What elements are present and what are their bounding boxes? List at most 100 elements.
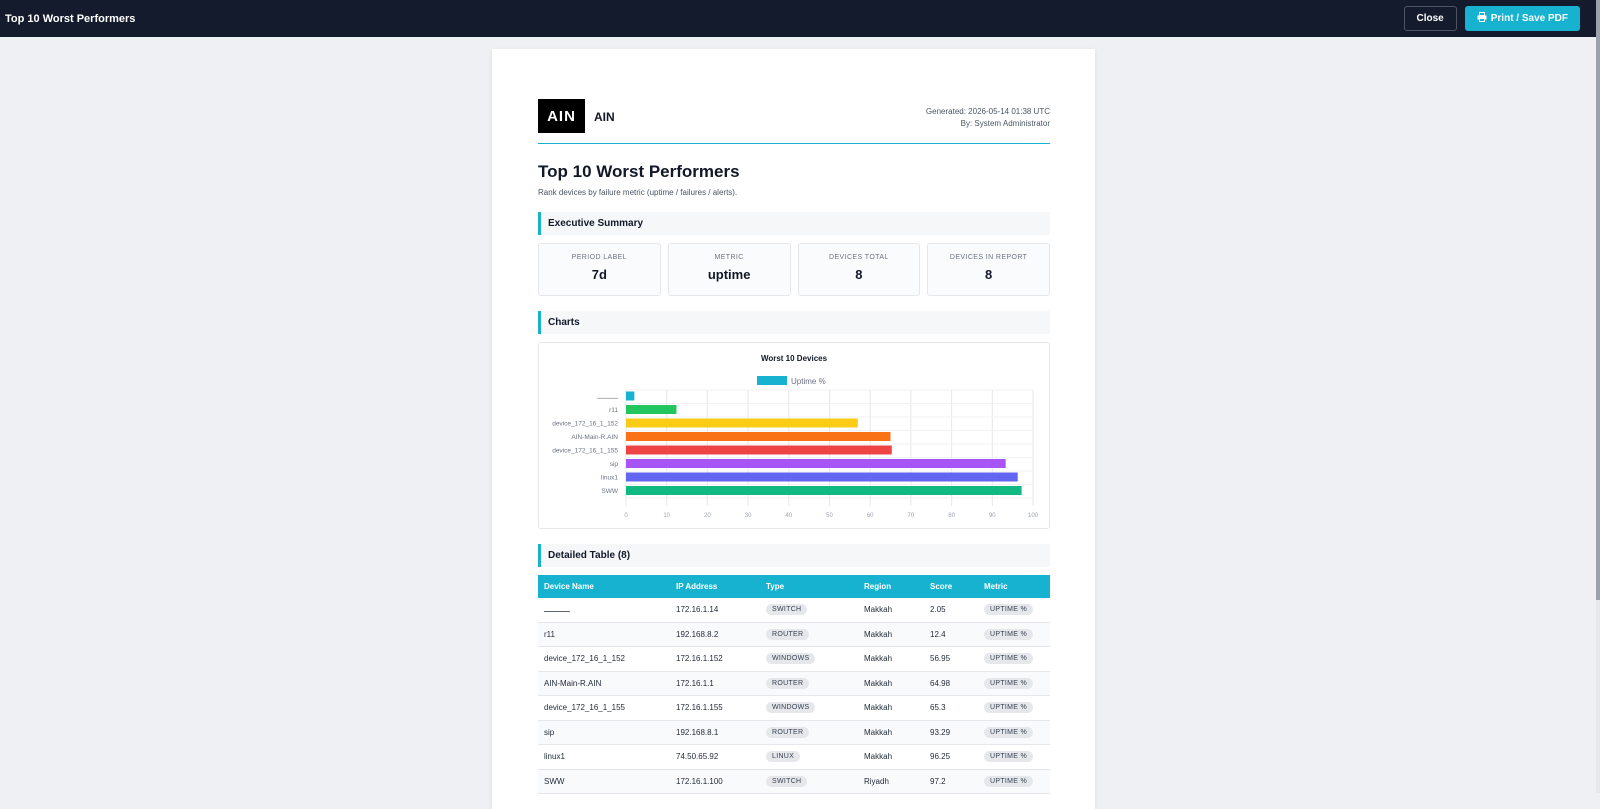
table-row: linux1 74.50.65.92 LINUX Makkah 96.25 UPTIME …	[538, 744, 1050, 770]
table-cell: Makkah	[858, 744, 924, 770]
kpi-label: PERIOD LABEL	[571, 254, 628, 261]
table-cell: SWITCH	[760, 598, 858, 623]
table-cell: Makkah	[858, 646, 924, 672]
scrollbar-thumb[interactable]	[1596, 0, 1600, 600]
report-page: AIN AIN Generated: 2026-05-14 01:38 UTC …	[492, 49, 1095, 809]
table-cell: sip	[538, 720, 670, 745]
table-cell: UPTIME %	[978, 646, 1050, 672]
bar	[626, 391, 635, 401]
x-tick-label: 30	[745, 513, 752, 519]
table-cell: UPTIME %	[978, 622, 1050, 647]
table-cell: ROUTER	[760, 671, 858, 696]
devices-table: Device Name IP Address Type Region Score Metr…	[538, 575, 1050, 794]
type-badge: SWITCH	[766, 775, 808, 787]
logo: AIN	[538, 99, 585, 133]
print-save-pdf-button[interactable]: Print / Save PDF	[1464, 6, 1580, 31]
kpi-card: DEVICES TOTAL 8	[797, 243, 921, 296]
table-cell: UPTIME %	[978, 720, 1050, 745]
table-cell: Makkah	[858, 720, 924, 745]
kpi-card: METRIC uptime	[667, 243, 791, 296]
kpi-card: DEVICES IN REPORT 8	[927, 243, 1050, 296]
y-tick-label: r11	[609, 407, 618, 414]
print-save-pdf-label: Print / Save PDF	[1490, 13, 1568, 24]
table-cell: ـــــــــــ	[538, 598, 670, 623]
x-tick-label: 70	[908, 513, 915, 519]
table-cell: Makkah	[858, 695, 924, 721]
table-cell: 172.16.1.1	[670, 671, 760, 696]
x-tick-label: 100	[1028, 513, 1039, 519]
table-cell: ROUTER	[760, 720, 858, 745]
table-cell: UPTIME %	[978, 744, 1050, 770]
type-badge: LINUX	[766, 751, 801, 763]
table-cell: Makkah	[858, 622, 924, 647]
report-title: Top 10 Worst Performers	[538, 162, 740, 181]
y-tick-label: device_172_16_1_152	[552, 421, 618, 428]
kpi-label: DEVICES IN REPORT	[949, 254, 1028, 261]
y-tick-label: SWW	[601, 488, 618, 495]
type-badge: WINDOWS	[766, 702, 816, 714]
table-cell: 172.16.1.100	[670, 769, 760, 794]
column-header: Region	[858, 575, 924, 598]
table-cell: UPTIME %	[978, 769, 1050, 794]
table-cell: ROUTER	[760, 622, 858, 647]
table-row: ـــــــــــ 172.16.1.14 SWITCH Makkah 2.05 UP…	[538, 598, 1050, 623]
table-cell: WINDOWS	[760, 695, 858, 721]
bar	[626, 459, 1006, 468]
table-row: AIN-Main-R.AIN 172.16.1.1 ROUTER Makkah 64.9…	[538, 671, 1050, 696]
window-title: Top 10 Worst Performers	[5, 12, 136, 25]
metric-badge: UPTIME %	[984, 702, 1034, 714]
table-cell: 192.168.8.1	[670, 720, 760, 745]
table-cell: 74.50.65.92	[670, 744, 760, 770]
kpi-value: 8	[985, 267, 993, 282]
table-cell: linux1	[538, 744, 670, 770]
table-cell: 97.2	[924, 769, 978, 794]
table-cell: UPTIME %	[978, 671, 1050, 696]
table-cell: 172.16.1.152	[670, 646, 760, 672]
top-bar: Top 10 Worst Performers Close Print / Sa…	[0, 0, 1596, 37]
table-cell: 2.05	[924, 598, 978, 623]
table-row: device_172_16_1_152 172.16.1.152 WINDOWS Ma…	[538, 646, 1050, 672]
kpi-card: PERIOD LABEL 7d	[538, 243, 661, 296]
x-tick-label: 60	[867, 513, 874, 519]
y-tick-label: linux1	[601, 475, 618, 482]
kpi-cards: PERIOD LABEL 7d METRIC uptime DEVICES TOTA…	[538, 243, 1050, 296]
legend-label: Uptime %	[791, 377, 826, 386]
close-button[interactable]: Close	[1403, 6, 1457, 31]
table-cell: SWITCH	[760, 769, 858, 794]
bar	[626, 432, 891, 441]
table-cell: 56.95	[924, 646, 978, 672]
section-detailed-table: Detailed Table (8)	[538, 544, 1050, 567]
metric-badge: UPTIME %	[984, 604, 1034, 616]
report-header: AIN AIN Generated: 2026-05-14 01:38 UTC …	[538, 99, 1050, 144]
table-cell: 172.16.1.155	[670, 695, 760, 721]
metric-badge: UPTIME %	[984, 775, 1034, 787]
table-cell: 64.98	[924, 671, 978, 696]
table-row: sip 192.168.8.1 ROUTER Makkah 93.29 UPTIME %	[538, 720, 1050, 745]
y-tick-label: ـــــــــــ	[596, 394, 619, 401]
y-tick-label: device_172_16_1_155	[552, 448, 618, 455]
chart-title: Worst 10 Devices	[761, 354, 828, 363]
x-tick-label: 40	[785, 513, 792, 519]
kpi-value: 7d	[591, 267, 607, 282]
kpi-label: DEVICES TOTAL	[829, 254, 889, 261]
y-tick-label: sip	[610, 461, 619, 468]
table-cell: UPTIME %	[978, 598, 1050, 623]
table-cell: 65.3	[924, 695, 978, 721]
x-tick-label: 50	[826, 513, 833, 519]
type-badge: WINDOWS	[766, 653, 816, 665]
scrollbar[interactable]	[1596, 0, 1600, 793]
legend-swatch	[757, 376, 787, 385]
generated-timestamp: Generated: 2026-05-14 01:38 UTC	[925, 107, 1050, 116]
metric-badge: UPTIME %	[984, 677, 1034, 689]
column-header: IP Address	[670, 575, 760, 598]
bar	[626, 405, 677, 414]
table-cell: 12.4	[924, 622, 978, 647]
table-cell: 96.25	[924, 744, 978, 770]
table-header-row: Device Name IP Address Type Region Score Metr…	[538, 575, 1050, 598]
brand-name: AIN	[594, 110, 615, 124]
section-executive-summary: Executive Summary	[538, 212, 1050, 235]
metric-badge: UPTIME %	[984, 628, 1034, 640]
table-cell: AIN-Main-R.AIN	[538, 671, 670, 696]
kpi-value: 8	[855, 267, 863, 282]
table-cell: 172.16.1.14	[670, 598, 760, 623]
